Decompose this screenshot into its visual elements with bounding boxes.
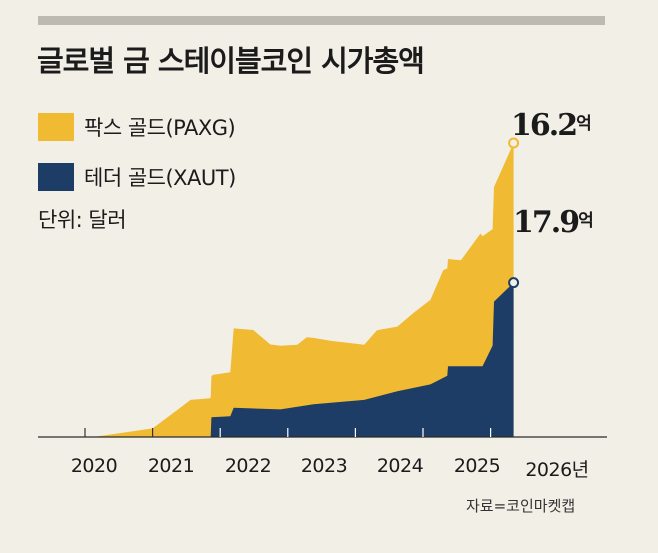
x-tick-label: 2020 bbox=[70, 455, 118, 477]
top-rule bbox=[38, 16, 605, 25]
xaut-end-marker bbox=[508, 277, 520, 289]
x-tick-label: 2023 bbox=[300, 455, 348, 477]
legend-swatch-paxg bbox=[38, 113, 74, 141]
xaut-end-label: 17.9억 bbox=[513, 205, 594, 240]
x-tick-label: 2025 bbox=[453, 455, 501, 477]
legend-item-xaut: 테더 골드(XAUT) bbox=[38, 162, 236, 192]
legend-label-paxg: 팍스 골드(PAXG) bbox=[84, 116, 236, 140]
xaut-area bbox=[210, 282, 514, 437]
x-tick-label: 2022 bbox=[224, 455, 272, 477]
paxg-area bbox=[93, 143, 514, 437]
x-tick-label: 2026년 bbox=[525, 459, 589, 481]
xaut-end-suffix: 억 bbox=[578, 211, 594, 231]
legend-label-xaut: 테더 골드(XAUT) bbox=[84, 166, 236, 190]
legend-swatch-xaut bbox=[38, 163, 74, 191]
xaut-end-value: 17.9 bbox=[513, 205, 580, 240]
chart-title: 글로벌 금 스테이블코인 시가총액 bbox=[37, 44, 425, 78]
source-note: 자료=코인마켓캡 bbox=[466, 497, 576, 515]
legend-item-paxg: 팍스 골드(PAXG) bbox=[38, 112, 236, 142]
paxg-end-suffix: 억 bbox=[576, 114, 592, 134]
unit-note: 단위: 달러 bbox=[38, 208, 127, 232]
x-tick-label: 2021 bbox=[147, 455, 195, 477]
paxg-end-value: 16.2 bbox=[511, 108, 578, 143]
paxg-end-marker bbox=[508, 137, 520, 149]
paxg-end-label: 16.2억 bbox=[511, 108, 592, 143]
x-tick-label: 2024 bbox=[376, 455, 424, 477]
